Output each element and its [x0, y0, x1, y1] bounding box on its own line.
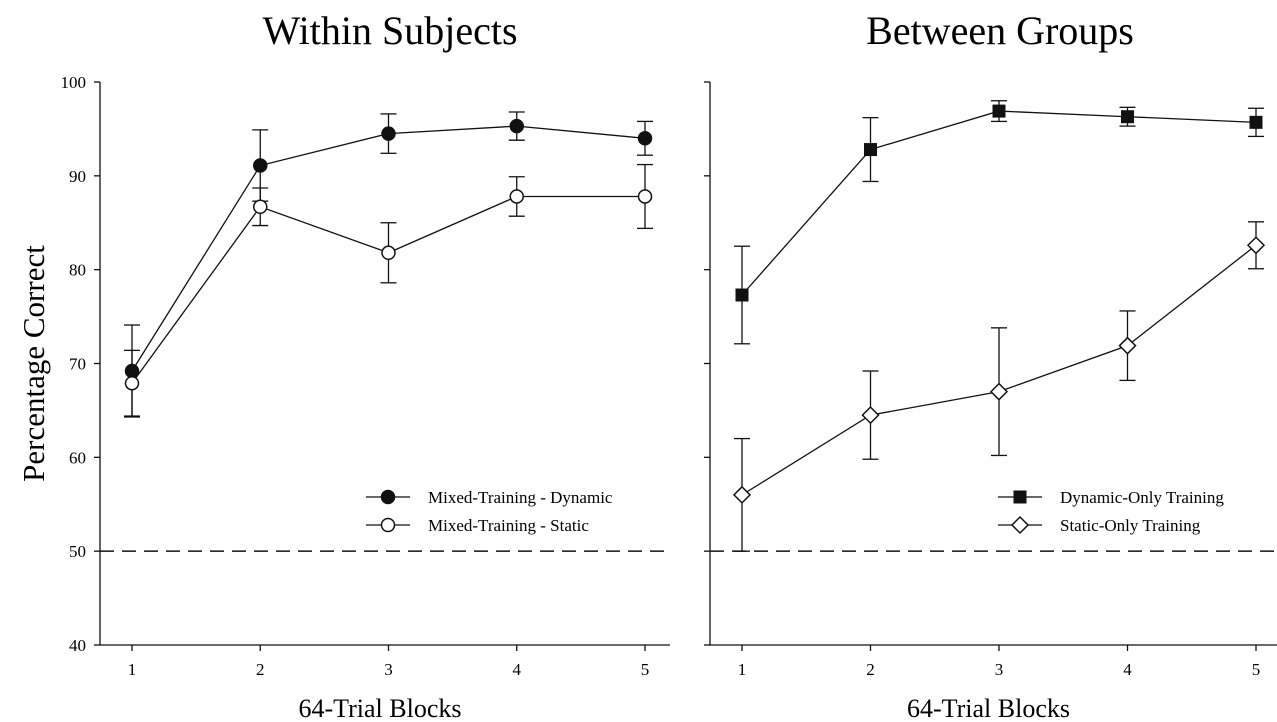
legend-label: Static-Only Training [1060, 516, 1201, 535]
x-tick-label: 3 [384, 660, 393, 679]
x-tick-label: 4 [1123, 660, 1132, 679]
data-point [637, 189, 653, 204]
legend-marker [380, 489, 396, 505]
x-axis-label: 64-Trial Blocks [907, 694, 1070, 722]
x-tick-label: 1 [128, 660, 137, 679]
y-tick-label: 60 [69, 448, 86, 467]
y-tick-label: 90 [69, 167, 86, 186]
data-point [864, 143, 877, 157]
chart-title: Within Subjects [262, 8, 517, 53]
legend-label: Mixed-Training - Dynamic [428, 488, 613, 507]
data-point [735, 288, 749, 302]
x-tick-label: 3 [995, 660, 1004, 679]
y-tick-label: 100 [61, 73, 87, 92]
legend-entry: Static-Only Training [998, 515, 1201, 535]
legend-marker [380, 517, 396, 533]
data-point [253, 199, 268, 215]
y-tick-label: 40 [69, 636, 86, 655]
data-point [989, 382, 1009, 401]
data-point [253, 158, 268, 173]
x-tick-label: 4 [513, 660, 522, 679]
x-axis-label: 64-Trial Blocks [299, 694, 462, 722]
data-point [509, 118, 524, 134]
data-point [124, 375, 140, 391]
x-tick-label: 1 [738, 660, 747, 679]
legend-marker [1010, 515, 1030, 535]
legend-entry: Dynamic-Only Training [998, 488, 1224, 507]
y-tick-label: 70 [69, 355, 86, 374]
series-2 [732, 221, 1266, 552]
x-tick-label: 5 [641, 660, 650, 679]
data-point [381, 126, 396, 141]
data-point [1118, 336, 1137, 355]
x-tick-label: 5 [1252, 660, 1261, 679]
series-2 [124, 163, 653, 417]
chart-panel-2: Between Groups 1 2 3 4 5 64-Trial Blocks Dynami… [704, 8, 1277, 722]
legend-marker [1013, 490, 1027, 504]
data-point [509, 189, 524, 204]
legend-entry: Mixed-Training - Dynamic [366, 488, 613, 507]
chart-title: Between Groups [866, 8, 1134, 53]
legend-label: Mixed-Training - Static [428, 516, 589, 535]
data-point [861, 406, 880, 425]
legend-label: Dynamic-Only Training [1060, 488, 1224, 507]
series-1 [734, 100, 1264, 345]
data-point [1249, 115, 1263, 129]
x-tick-label: 2 [256, 660, 265, 679]
data-point [1246, 236, 1266, 255]
chart-panel-1: Within Subjects 40 50 60 70 80 90 100 1 2 3 4 5 64-Tr… [16, 8, 670, 722]
y-tick-label: 80 [69, 261, 86, 280]
series-line [741, 110, 1257, 296]
legend-entry: Mixed-Training - Static [366, 516, 589, 535]
data-point [381, 245, 396, 261]
data-point [732, 485, 752, 504]
data-point [1121, 110, 1134, 124]
x-tick-label: 2 [866, 660, 875, 679]
y-axis-label: Percentage Correct [16, 245, 51, 482]
data-point [992, 104, 1006, 118]
data-point [637, 131, 653, 146]
y-tick-label: 50 [69, 542, 86, 561]
